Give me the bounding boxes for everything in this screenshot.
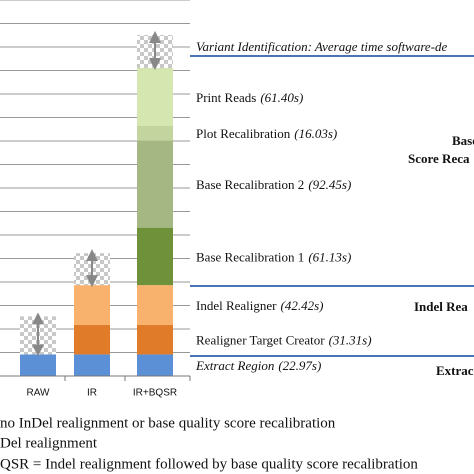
section-label: Base [452, 133, 474, 148]
segment-label: Base Recalibration 2 (92.45s) [196, 177, 351, 192]
bar-segment [137, 285, 173, 325]
value-label: (92.45s) [308, 177, 351, 192]
bar-segment [137, 354, 173, 376]
value-label: (61.40s) [260, 90, 303, 105]
section-label: Extrac [436, 363, 474, 378]
value-label: (16.03s) [294, 126, 337, 141]
bar-segment [137, 227, 173, 286]
bar-segment [74, 324, 110, 355]
footnote: Del realignment [0, 435, 98, 451]
bar-segment [20, 354, 56, 376]
segment-label: Realigner Target Creator (31.31s) [196, 333, 372, 348]
segment-label: Base Recalibration 1 (61.13s) [196, 249, 351, 264]
bar-segment [137, 324, 173, 355]
x-tick-label: IR [87, 388, 97, 399]
series-name: Base Recalibration 2 [196, 177, 304, 192]
series-name: Plot Recalibration [196, 126, 291, 141]
value-label: (31.31s) [329, 333, 372, 348]
bar-segment [137, 140, 173, 228]
value-label: (22.97s) [278, 358, 321, 373]
series-name: Realigner Target Creator [196, 333, 325, 348]
section-label: Score Reca [408, 151, 470, 166]
bar-segment [74, 285, 110, 325]
value-label: (42.42s) [281, 298, 324, 313]
section-label: Indel Rea [414, 299, 468, 314]
series-name: Print Reads [196, 90, 256, 105]
footnote: QSR = Indel realignment followed by base… [0, 456, 418, 472]
value-label: (61.13s) [308, 249, 351, 264]
segment-label: Plot Recalibration (16.03s) [196, 126, 337, 141]
bar-segment [137, 67, 173, 126]
series-name: Indel Realigner [196, 298, 277, 313]
segment-label: Print Reads (61.40s) [196, 90, 303, 105]
series-name: Extract Region [195, 358, 274, 373]
bars [20, 30, 173, 376]
series-name: Base Recalibration 1 [196, 249, 304, 264]
x-tick-label: RAW [27, 388, 51, 399]
x-tick-label: IR+BQSR [133, 388, 177, 399]
segment-label: Extract Region (22.97s) [195, 358, 321, 373]
header: Variant Identification: Average time sof… [196, 39, 448, 54]
bar-segment [137, 125, 173, 141]
segment-label: Indel Realigner (42.42s) [196, 298, 323, 313]
footnote: no InDel realignment or base quality sco… [0, 415, 336, 431]
bar-segment [74, 354, 110, 376]
